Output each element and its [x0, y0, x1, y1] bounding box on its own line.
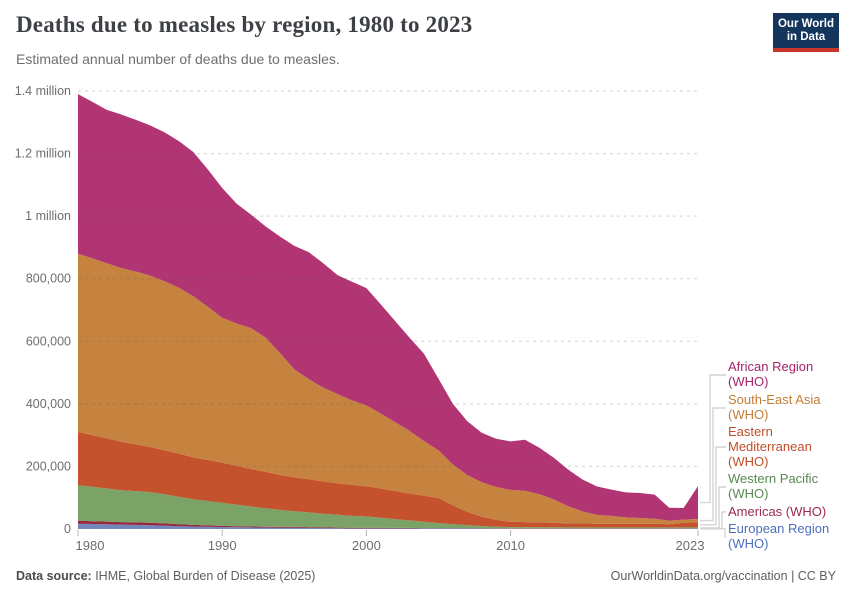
legend-label-western-pacific: Western Pacific (WHO)	[728, 471, 819, 501]
x-axis-label-1980: 1980	[76, 538, 105, 553]
legend-connector-south-east-asia	[700, 407, 726, 522]
legend-item-south-east-asia[interactable]: South-East Asia (WHO)	[728, 392, 846, 423]
y-axis-label-600,000: 600,000	[26, 334, 71, 348]
y-axis-label-400,000: 400,000	[26, 397, 71, 411]
footer-source: Data source: IHME, Global Burden of Dise…	[16, 569, 315, 583]
area-americas[interactable]	[78, 520, 698, 529]
legend-item-european-region[interactable]: European Region (WHO)	[728, 521, 846, 552]
legend-item-western-pacific[interactable]: Western Pacific (WHO)	[728, 471, 846, 502]
owid-logo[interactable]: Our World in Data	[773, 13, 839, 52]
x-axis-label-2023: 2023	[676, 538, 705, 553]
legend-label-african-region: African Region (WHO)	[728, 359, 814, 389]
y-axis-label-200,000: 200,000	[26, 459, 71, 473]
y-axis-label-1 million: 1 million	[25, 209, 71, 223]
area-south-east-asia[interactable]	[78, 253, 698, 525]
area-african-region[interactable]	[78, 94, 698, 521]
y-axis-label-1.4 million: 1.4 million	[15, 84, 71, 98]
legend-item-african-region[interactable]: African Region (WHO)	[728, 359, 846, 390]
legend-connector-african-region	[700, 374, 726, 504]
legend-label-european-region: European Region (WHO)	[728, 521, 830, 551]
legend-item-eastern-mediterranean[interactable]: Eastern Mediterranean (WHO)	[728, 424, 846, 469]
page-subtitle: Estimated annual number of deaths due to…	[16, 51, 340, 67]
area-european-region[interactable]	[78, 523, 698, 529]
legend-connector-eastern-mediterranean	[700, 446, 726, 526]
page-title: Deaths due to measles by region, 1980 to…	[16, 12, 473, 37]
owid-logo-line2: in Data	[786, 30, 826, 43]
area-eastern-mediterranean[interactable]	[78, 432, 698, 528]
owid-logo-line1: Our World	[777, 17, 834, 30]
x-axis-label-1990: 1990	[208, 538, 237, 553]
x-axis-label-2010: 2010	[496, 538, 525, 553]
area-western-pacific[interactable]	[78, 485, 698, 529]
y-axis-label-800,000: 800,000	[26, 272, 71, 286]
footer-link[interactable]: OurWorldinData.org/vaccination | CC BY	[610, 569, 836, 583]
footer-source-text: IHME, Global Burden of Disease (2025)	[91, 569, 316, 583]
y-axis-label-0: 0	[64, 522, 71, 536]
footer-source-label: Data source:	[16, 569, 92, 583]
y-axis-label-1.2 million: 1.2 million	[15, 147, 71, 161]
legend-label-americas: Americas (WHO)	[728, 504, 827, 519]
legend-label-eastern-mediterranean: Eastern Mediterranean (WHO)	[728, 424, 812, 469]
legend-label-south-east-asia: South-East Asia (WHO)	[728, 392, 821, 422]
x-axis-label-2000: 2000	[352, 538, 381, 553]
legend-connector-european-region	[700, 528, 726, 538]
legend-item-americas[interactable]: Americas (WHO)	[728, 504, 846, 520]
